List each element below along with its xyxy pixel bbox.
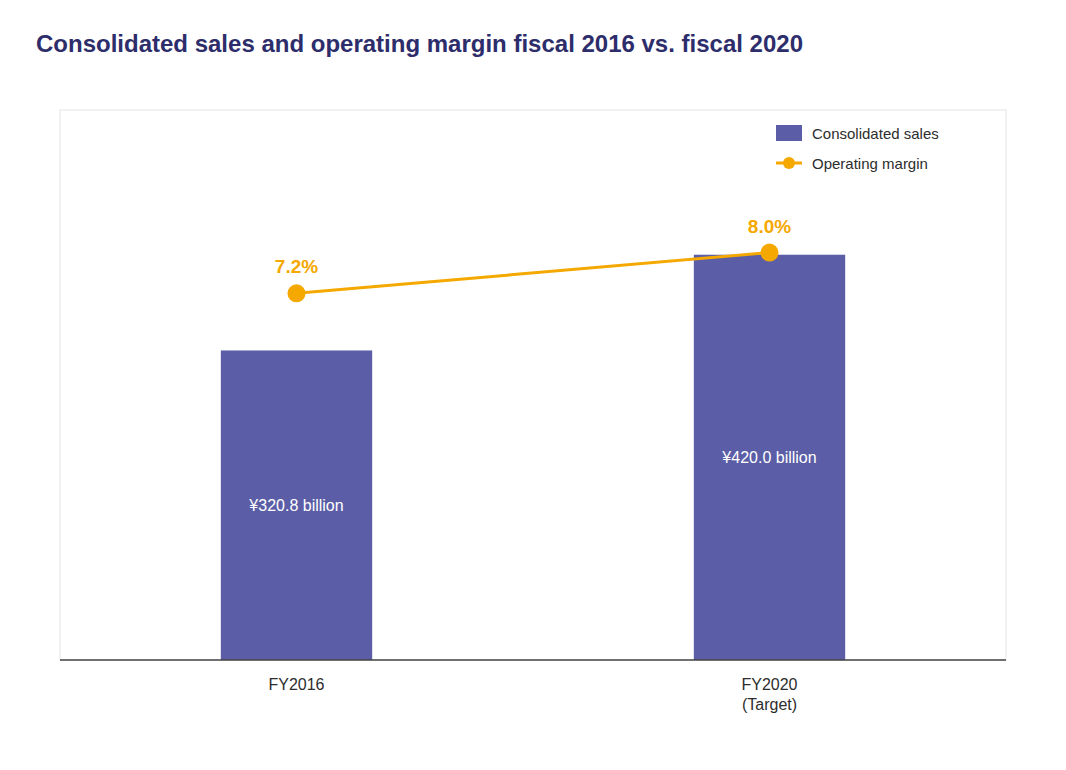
bar — [694, 255, 845, 660]
plot-frame — [60, 110, 1006, 660]
bar-label: ¥320.8 billion — [248, 497, 343, 514]
labels: ¥320.8 billion ¥420.0 billion 7.2% 8.0% — [248, 216, 816, 515]
legend-label: Consolidated sales — [812, 125, 939, 142]
legend-label: Operating margin — [812, 155, 928, 172]
title: Consolidated sales and operating margin … — [36, 30, 803, 57]
marks — [221, 244, 845, 660]
x-axis — [60, 659, 1006, 661]
legend-swatch — [783, 157, 795, 169]
bar — [221, 350, 372, 660]
line-marker — [761, 244, 779, 262]
chart: Consolidated sales and operating margin … — [0, 0, 1066, 770]
line-label: 8.0% — [748, 216, 791, 237]
bar-label: ¥420.0 billion — [721, 449, 816, 466]
x-tick-label: FY2020(Target) — [741, 676, 797, 713]
line-label: 7.2% — [275, 256, 318, 277]
line-marker — [288, 284, 306, 302]
line — [297, 253, 770, 294]
x-tick-label: FY2016 — [268, 676, 324, 693]
legend: Consolidated sales Operating margin — [776, 125, 939, 172]
legend-swatch — [776, 125, 802, 141]
